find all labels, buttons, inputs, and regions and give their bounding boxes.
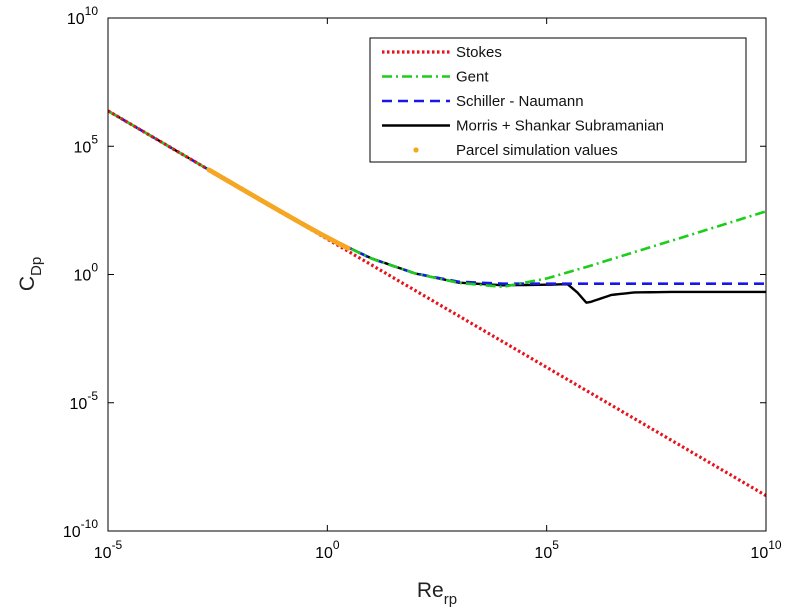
- y-axis-label-base: C: [16, 276, 39, 291]
- x-tick-label: 1010: [750, 538, 781, 562]
- x-tick-label: 100: [315, 538, 340, 562]
- legend-marker: [413, 147, 419, 153]
- y-axis-label: CDp: [16, 257, 45, 291]
- y-axis-label-sub: Dp: [28, 257, 45, 276]
- legend-item: Stokes: [382, 44, 502, 61]
- legend-label: Parcel simulation values: [456, 142, 618, 159]
- x-tick-label: 10-5: [94, 538, 123, 562]
- y-tick-label: 10-5: [70, 389, 99, 413]
- parcel-simulation-markers: [206, 167, 351, 251]
- legend-label: Morris + Shankar Subramanian: [456, 118, 664, 135]
- legend: Stokes Gent Schiller - Naumann Morris + Sha…: [369, 37, 747, 163]
- series-layer: [108, 109, 766, 497]
- legend-label: Schiller - Naumann: [456, 93, 584, 110]
- legend-item: Morris + Shankar Subramanian: [382, 118, 664, 135]
- legend-item: Schiller - Naumann: [382, 93, 584, 110]
- parcel-point: [345, 245, 351, 251]
- y-tick-label: 1010: [67, 4, 98, 28]
- x-axis-label-base: Re: [417, 579, 444, 602]
- y-tick-label: 10-10: [63, 517, 98, 541]
- legend-label: Stokes: [456, 44, 502, 61]
- series-line-schiller-naumann: [108, 109, 766, 285]
- legend-label: Gent: [456, 69, 489, 86]
- legend-item: Parcel simulation values: [413, 142, 618, 159]
- y-tick-label: 105: [74, 132, 99, 156]
- x-axis-label-sub: rp: [444, 591, 457, 608]
- y-tick-label: 100: [74, 261, 99, 285]
- x-axis-label: Rerp: [417, 579, 457, 608]
- legend-item: Gent: [382, 69, 489, 86]
- x-axis-ticks: 10-5 100 105 1010: [94, 18, 782, 562]
- y-axis-ticks: 10-10 10-5 100 105 1010: [63, 4, 766, 541]
- x-tick-label: 105: [534, 538, 559, 562]
